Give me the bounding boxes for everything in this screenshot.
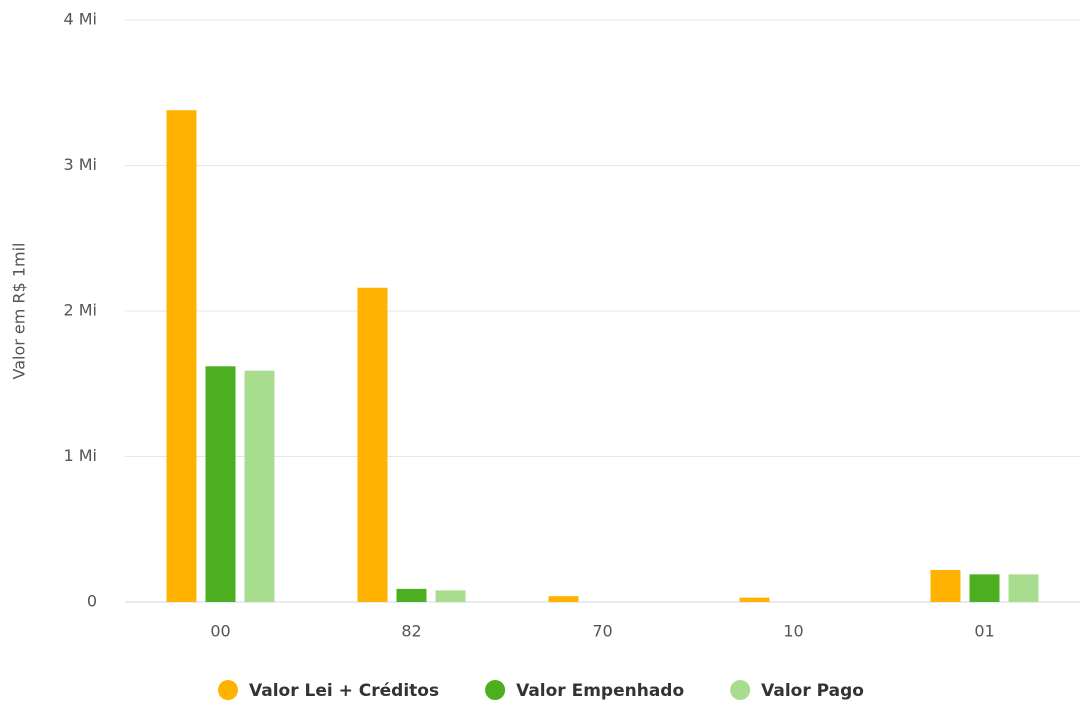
legend-marker — [218, 680, 238, 700]
bar — [739, 597, 770, 602]
legend-marker — [485, 680, 506, 700]
y-tick-label: 4 Mi — [63, 10, 97, 29]
bar — [548, 596, 579, 602]
bar — [1008, 574, 1039, 602]
bar — [396, 588, 427, 602]
legend-label: Valor Empenhado — [516, 681, 684, 701]
bar — [244, 370, 275, 602]
y-tick-label: 3 Mi — [63, 155, 97, 174]
y-tick-label: 0 — [87, 592, 97, 611]
y-tick-label: 2 Mi — [63, 301, 97, 320]
bar — [435, 590, 466, 602]
bar — [969, 574, 1000, 602]
x-tick-label: 01 — [974, 622, 994, 641]
legend-label: Valor Lei + Créditos — [249, 681, 439, 701]
bar — [205, 366, 236, 602]
legend-marker — [730, 680, 751, 700]
x-tick-label: 70 — [592, 622, 612, 641]
x-tick-label: 10 — [783, 622, 803, 641]
bar — [930, 569, 961, 602]
x-tick-label: 00 — [210, 622, 230, 641]
bar — [166, 110, 197, 603]
y-tick-label: 1 Mi — [63, 446, 97, 465]
x-tick-label: 82 — [401, 622, 421, 641]
y-axis-label: Valor em R$ 1mil — [10, 243, 29, 380]
legend-label: Valor Pago — [761, 681, 864, 701]
bar — [357, 287, 388, 602]
